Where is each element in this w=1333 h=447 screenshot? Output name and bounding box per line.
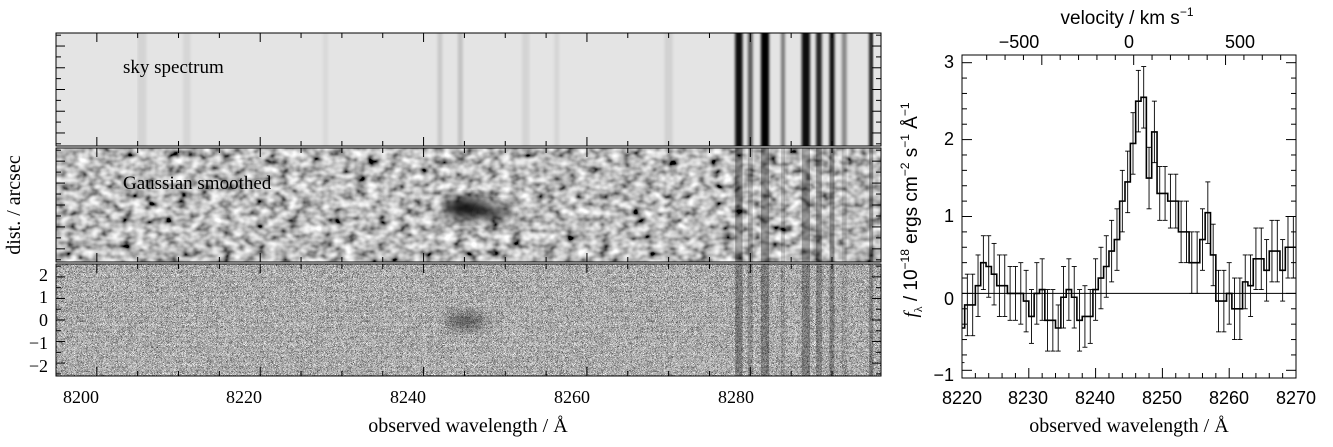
left-y-axis-label: dist. / arcsec bbox=[3, 155, 25, 255]
spec-y-tick-label: 0 bbox=[944, 289, 954, 309]
sky-strip-label: sky spectrum bbox=[123, 57, 224, 78]
sky-line bbox=[323, 33, 329, 146]
sky-line bbox=[183, 33, 191, 146]
sky-line bbox=[664, 33, 673, 146]
sky-line bbox=[457, 33, 463, 146]
raw-strip bbox=[56, 264, 881, 376]
spectrum-image-panel: sky spectrum Gaussian smoothed 8200 8220… bbox=[3, 32, 882, 437]
spec-y-tick-label: 2 bbox=[944, 129, 954, 149]
sky-line bbox=[816, 33, 822, 146]
sky-line bbox=[829, 33, 835, 146]
x-tick-label: 8260 bbox=[554, 387, 590, 407]
sky-line bbox=[841, 33, 847, 146]
x-tick-label: 8200 bbox=[63, 387, 99, 407]
sky-residual-raw bbox=[829, 264, 835, 376]
sky-residual-smoothed bbox=[829, 148, 835, 262]
velocity-tick-label: 0 bbox=[1124, 32, 1134, 52]
sky-residual-raw bbox=[780, 264, 786, 376]
smoothed-strip bbox=[56, 148, 881, 262]
sky-residual-raw bbox=[816, 264, 822, 376]
sky-residual-smoothed bbox=[760, 148, 770, 262]
sky-line bbox=[437, 33, 443, 146]
y-tick-label: 0 bbox=[39, 310, 48, 330]
left-x-axis-label: observed wavelength / Å bbox=[368, 415, 568, 437]
x-tick-label: 8220 bbox=[226, 387, 262, 407]
sky-line bbox=[522, 33, 530, 146]
spec-x-tick-label: 8260 bbox=[1209, 388, 1249, 408]
y-tick-label: 1 bbox=[39, 287, 48, 307]
sky-line bbox=[760, 33, 770, 146]
flux-step-line bbox=[962, 96, 1296, 329]
sky-spectrum-strip bbox=[56, 33, 881, 146]
sky-line bbox=[137, 33, 147, 146]
x-tick-label: 8280 bbox=[718, 387, 754, 407]
sky-residual-raw bbox=[747, 264, 753, 376]
y-tick-label: 2 bbox=[39, 265, 48, 285]
sky-residual-smoothed bbox=[801, 148, 810, 262]
sky-residual-raw bbox=[801, 264, 810, 376]
spec-x-tick-label: 8220 bbox=[942, 388, 982, 408]
sky-line bbox=[780, 33, 786, 146]
sky-residual-smoothed bbox=[816, 148, 822, 262]
velocity-tick-label: 500 bbox=[1225, 32, 1255, 52]
spec-y-tick-label: 1 bbox=[944, 206, 954, 226]
sky-residual-smoothed bbox=[841, 148, 847, 262]
spec-x-tick-label: 8250 bbox=[1142, 388, 1182, 408]
sky-residual-smoothed bbox=[747, 148, 753, 262]
sky-residual-smoothed bbox=[869, 148, 874, 262]
y-tick-label: −2 bbox=[29, 356, 48, 376]
sky-line bbox=[869, 33, 874, 146]
x-tick-label: 8240 bbox=[390, 387, 426, 407]
y-tick-label: −1 bbox=[29, 333, 48, 353]
sky-line bbox=[554, 33, 560, 146]
sky-line bbox=[747, 33, 753, 146]
sky-residual-raw bbox=[735, 264, 743, 376]
velocity-axis-label: velocity / km s−1 bbox=[1061, 5, 1194, 29]
spec-y-tick-label: 3 bbox=[944, 52, 954, 72]
velocity-tick-label: −500 bbox=[999, 32, 1040, 52]
spec-x-tick-label: 8230 bbox=[1008, 388, 1048, 408]
spec-x-tick-label: 8270 bbox=[1276, 388, 1316, 408]
smoothed-strip-label: Gaussian smoothed bbox=[123, 173, 272, 194]
sky-residual-raw bbox=[869, 264, 874, 376]
sky-residual-smoothed bbox=[735, 148, 743, 262]
sky-residual-raw bbox=[760, 264, 770, 376]
sky-residual-smoothed bbox=[780, 148, 786, 262]
emission-blob-raw bbox=[446, 314, 486, 328]
spec-x-tick-label: 8240 bbox=[1075, 388, 1115, 408]
spec-y-tick-label: −1 bbox=[933, 365, 954, 385]
spec-y-axis-label: fλ / 10−18 ergs cm−2 s−1 Å−1 bbox=[898, 102, 925, 317]
spec-x-axis-label: observed wavelength / Å bbox=[1029, 415, 1229, 437]
sky-line bbox=[735, 33, 743, 146]
sky-line bbox=[801, 33, 810, 146]
flux-spectrum-panel: 8220 8230 8240 8250 8260 8270 3 2 1 0 −1… bbox=[898, 5, 1316, 437]
sky-residual-raw bbox=[841, 264, 847, 376]
